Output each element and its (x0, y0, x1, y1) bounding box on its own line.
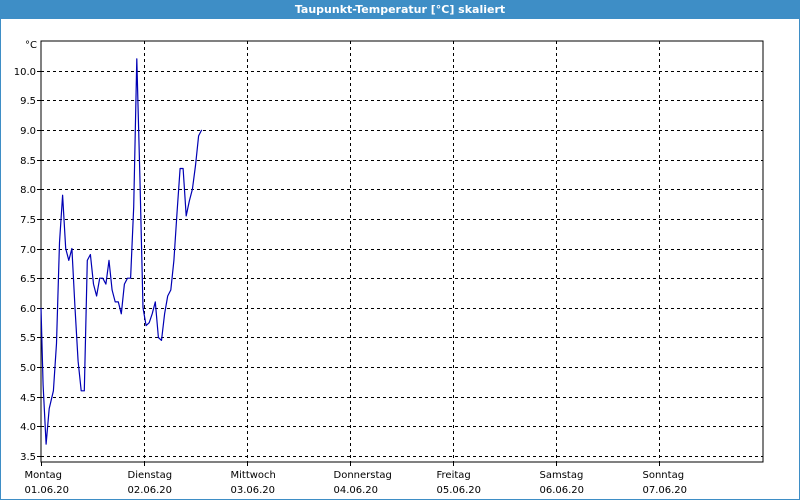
x-tick-date-label: 02.06.20 (128, 485, 173, 496)
y-tick-label: 4.0 (20, 422, 36, 433)
x-tick-day-label: Donnerstag (334, 470, 392, 481)
grid-layer (41, 41, 763, 462)
plot-frame (40, 40, 764, 463)
x-tick-day-label: Samstag (540, 470, 584, 481)
y-tick-label: 8.0 (20, 185, 36, 196)
y-tick-label: 7.0 (20, 245, 36, 256)
x-tick-date-label: 06.06.20 (540, 485, 585, 496)
dew-point-series-line (40, 58, 203, 445)
x-tick-date-label: 05.06.20 (437, 485, 482, 496)
y-tick-label: 4.5 (20, 393, 36, 404)
y-tick-label: 3.5 (20, 452, 36, 463)
window-title: Taupunkt-Temperatur [°C] skaliert (1, 1, 799, 19)
y-tick-label: 7.5 (20, 215, 36, 226)
y-axis-unit-label: °C (25, 40, 37, 51)
series-layer (40, 58, 203, 445)
x-tick-day-label: Freitag (437, 470, 471, 481)
y-tick-label: 6.5 (20, 274, 36, 285)
x-tick-date-label: 04.06.20 (334, 485, 379, 496)
y-tick-label: 8.5 (20, 156, 36, 167)
x-tick-date-label: 03.06.20 (231, 485, 276, 496)
y-tick-label: 10.0 (14, 67, 36, 78)
x-tick-day-label: Mittwoch (231, 470, 276, 481)
x-tick-day-label: Montag (25, 470, 62, 481)
axis-layer: 3.5 4.0 4.5 5.0 5.5 6.0 6.5 7.0 7.5 8.0 8.5 9.0 9.5 1… (14, 40, 764, 496)
y-tick-label: 5.5 (20, 333, 36, 344)
x-tick-date-label: 07.06.20 (643, 485, 688, 496)
y-tick-label: 9.5 (20, 96, 36, 107)
x-tick-day-label: Sonntag (643, 470, 685, 481)
y-tick-label: 5.0 (20, 363, 36, 374)
x-tick-date-label: 01.06.20 (25, 485, 70, 496)
x-tick-day-label: Dienstag (128, 470, 173, 481)
y-tick-label: 9.0 (20, 126, 36, 137)
y-tick-label: 6.0 (20, 304, 36, 315)
